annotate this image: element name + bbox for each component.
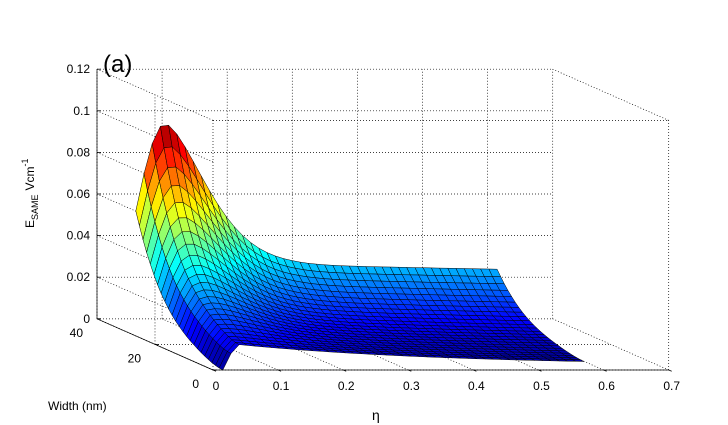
x-tick-mark (538, 369, 542, 372)
x-tick-mark (343, 369, 347, 372)
z-tick-label: 0.08 (67, 145, 91, 159)
x-tick-label: 0.1 (273, 379, 290, 393)
z-tick-label: 0.1 (73, 104, 90, 118)
x-tick-label: 0.2 (338, 379, 355, 393)
surface-patch (572, 359, 585, 362)
x-tick-label: 0.5 (533, 379, 550, 393)
y-axis-label: Width (nm) (48, 399, 107, 413)
x-tick-label: 0 (213, 379, 220, 393)
svg-text:ESAMEVcm-1: ESAME Vcm-1 (20, 158, 40, 228)
z-tick-label: 0 (83, 312, 90, 326)
x-tick-mark (668, 369, 672, 372)
z-tick-label: 0.02 (67, 270, 91, 284)
z-tick-label: 0.12 (67, 62, 91, 76)
x-tick-mark (408, 369, 412, 372)
z-axis-label: ESAME Vcm-1 (20, 158, 40, 228)
y-tick-label: 20 (128, 351, 142, 365)
x-tick-mark (277, 369, 282, 372)
z-label-subscript: SAME (30, 194, 40, 220)
x-tick-label: 0.6 (598, 379, 615, 393)
x-tick-mark (603, 369, 607, 372)
z-label-superscript: -1 (20, 158, 30, 166)
panel-label: (a) (103, 51, 132, 78)
z-tick-label: 0.06 (67, 187, 91, 201)
x-tick-mark (473, 369, 477, 372)
z-tick-label: 0.04 (67, 229, 91, 243)
surface-mesh (135, 124, 585, 371)
box-edge (552, 68, 669, 121)
x-tick-label: 0.4 (468, 379, 485, 393)
x-tick-label: 0.7 (663, 379, 680, 393)
z-label-base: E (23, 220, 37, 228)
y-tick-label: 0 (192, 377, 199, 391)
grid-line (552, 318, 669, 371)
axis-ticks: 0 0.1 0.2 0.3 0.4 0.5 0.6 0.70204000.020.040.06… (67, 62, 681, 393)
z-label-unit: Vcm (23, 166, 37, 190)
x-tick-label: 0.3 (403, 379, 420, 393)
x-axis-label: η (372, 407, 380, 423)
y-tick-label: 40 (70, 326, 84, 340)
